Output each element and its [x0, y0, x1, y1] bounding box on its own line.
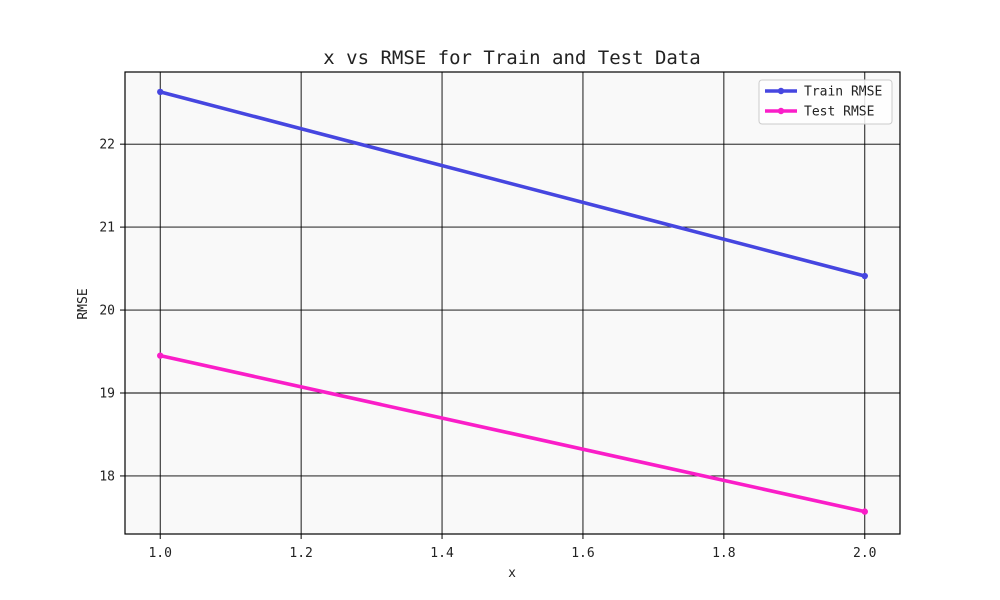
- legend-item: Test RMSE: [765, 105, 874, 120]
- x-axis: 1.0 1.2 1.4 1.6 1.8 2.0: [148, 534, 877, 561]
- x-tick-label: 1.4: [430, 546, 454, 561]
- data-point: [861, 272, 868, 280]
- data-point: [157, 88, 164, 96]
- x-tick-label: 1.8: [712, 546, 735, 561]
- y-tick-label: 18: [99, 469, 115, 484]
- y-axis-label: RMSE: [76, 288, 91, 319]
- y-tick-label: 19: [99, 386, 115, 401]
- legend: Train RMSE Test RMSE: [758, 79, 893, 125]
- legend-label: Test RMSE: [804, 105, 874, 120]
- data-point: [861, 508, 868, 515]
- y-tick-label: 20: [99, 304, 115, 319]
- series-layer: [157, 88, 868, 515]
- legend-label: Train RMSE: [804, 85, 882, 100]
- plot-area: [125, 72, 900, 534]
- legend-marker: [777, 107, 785, 115]
- plot-frame: [124, 71, 901, 535]
- y-tick-label: 21: [99, 221, 115, 236]
- x-tick-label: 2.0: [853, 546, 876, 561]
- x-tick-label: 1.0: [148, 546, 171, 561]
- series-line: [158, 90, 867, 278]
- legend-marker: [777, 87, 785, 95]
- x-tick-label: 1.2: [289, 546, 312, 561]
- grid: [125, 72, 900, 534]
- x-tick-label: 1.6: [571, 546, 594, 561]
- data-point: [157, 352, 164, 359]
- chart-title: x vs RMSE for Train and Test Data: [323, 47, 701, 69]
- x-axis-label: x: [508, 566, 516, 581]
- series-line: [158, 353, 867, 514]
- series-test-rmse: [157, 352, 868, 515]
- y-tick-label: 22: [99, 138, 115, 153]
- legend-item: Train RMSE: [765, 85, 882, 100]
- series-train-rmse: [157, 88, 868, 280]
- y-axis: 18 19 20 21 22: [99, 138, 125, 484]
